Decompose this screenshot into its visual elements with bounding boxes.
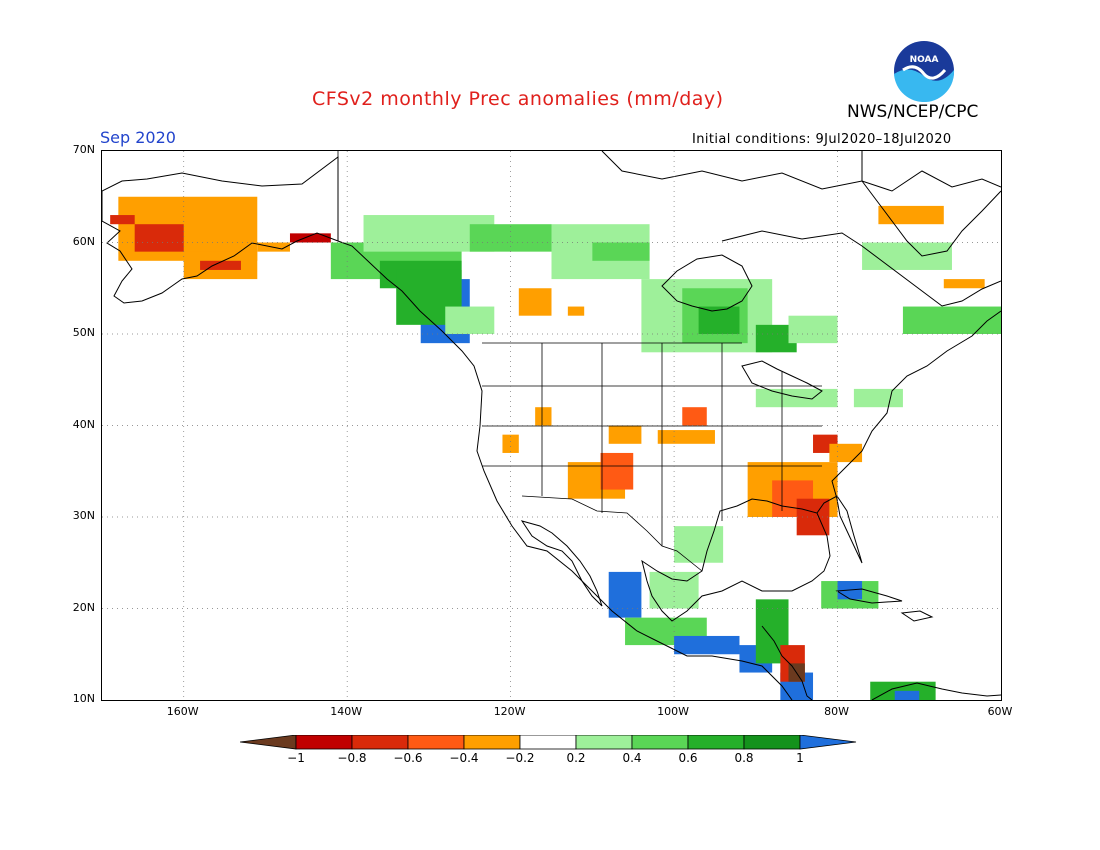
anomaly-cell bbox=[674, 635, 740, 655]
anomaly-cell bbox=[755, 388, 838, 408]
anomaly-cell bbox=[134, 224, 184, 252]
initial-conditions-label: Initial conditions: 9Jul2020–18Jul2020 bbox=[692, 132, 952, 147]
legend-swatch bbox=[687, 735, 745, 750]
anomaly-cell bbox=[445, 306, 495, 334]
anomaly-cell bbox=[943, 279, 985, 289]
anomaly-cell bbox=[608, 571, 642, 618]
latitude-label: 30N bbox=[72, 509, 95, 522]
anomaly-cell bbox=[951, 306, 1001, 334]
legend-swatch-below-min bbox=[240, 735, 297, 750]
latitude-label: 50N bbox=[72, 326, 95, 339]
color-legend-bar bbox=[240, 735, 857, 750]
legend-swatch bbox=[351, 735, 409, 750]
legend-tick-label: 0.4 bbox=[622, 751, 642, 765]
longitude-label: 60W bbox=[987, 705, 1013, 718]
anomaly-cell bbox=[894, 690, 920, 700]
anomaly-cell bbox=[608, 425, 642, 444]
latitude-label: 20N bbox=[72, 600, 95, 614]
anomaly-cell bbox=[853, 388, 903, 408]
anomaly-cell bbox=[649, 571, 699, 609]
noaa-logo: NOAA bbox=[894, 41, 955, 102]
anomaly-cell bbox=[862, 242, 952, 270]
anomaly-cell bbox=[592, 242, 650, 261]
anomaly-cell bbox=[674, 526, 724, 563]
anomaly-cell bbox=[289, 233, 331, 243]
anomaly-cell bbox=[657, 430, 715, 444]
chart-title: CFSv2 monthly Prec anomalies (mm/day) bbox=[312, 88, 724, 110]
anomaly-cell bbox=[518, 288, 552, 316]
legend-swatch bbox=[575, 735, 633, 750]
legend-swatch bbox=[743, 735, 801, 750]
coastlines bbox=[102, 151, 1001, 700]
anomaly-cell bbox=[502, 434, 519, 453]
legend-swatch bbox=[295, 735, 353, 750]
anomaly-cell bbox=[682, 407, 707, 426]
anomaly-cell bbox=[698, 306, 740, 334]
legend-tick-label: 1 bbox=[796, 751, 804, 765]
anomaly-cells bbox=[110, 196, 1001, 700]
longitude-label: 140W bbox=[330, 705, 363, 718]
precip-anomaly-map bbox=[102, 151, 1001, 700]
latitude-label: 10N bbox=[72, 692, 95, 705]
agency-label: NWS/NCEP/CPC bbox=[847, 102, 979, 122]
longitude-label: 160W bbox=[166, 705, 199, 718]
longitude-label: 80W bbox=[824, 705, 849, 718]
anomaly-cell bbox=[567, 306, 585, 316]
longitude-label: 100W bbox=[657, 705, 690, 718]
anomaly-cell bbox=[110, 215, 135, 225]
political-borders bbox=[337, 151, 822, 572]
legend-tick-label: 0.8 bbox=[734, 751, 754, 765]
legend-swatch bbox=[631, 735, 689, 750]
noaa-logo-text: NOAA bbox=[910, 55, 939, 65]
forecast-month-label: Sep 2020 bbox=[100, 128, 176, 147]
legend-swatch-above-max bbox=[799, 735, 857, 750]
map-frame bbox=[101, 150, 1002, 701]
legend-tick-label: 0.2 bbox=[566, 751, 586, 765]
legend-swatch bbox=[407, 735, 465, 750]
legend-tick-label: −0.4 bbox=[449, 751, 479, 765]
anomaly-cell bbox=[600, 452, 634, 490]
legend-swatch bbox=[519, 735, 577, 750]
anomaly-cell bbox=[200, 260, 241, 270]
latitude-label: 70N bbox=[72, 143, 95, 156]
anomaly-cell bbox=[469, 224, 552, 252]
legend-swatch bbox=[463, 735, 521, 750]
legend-tick-label: −1 bbox=[287, 751, 305, 765]
legend-tick-label: 0.6 bbox=[678, 751, 698, 765]
longitude-label: 120W bbox=[493, 705, 526, 718]
anomaly-cell bbox=[788, 315, 838, 344]
latitude-label: 40N bbox=[72, 417, 95, 431]
anomaly-cell bbox=[535, 407, 552, 426]
latitude-label: 60N bbox=[72, 234, 95, 248]
legend-tick-label: −0.2 bbox=[505, 751, 535, 765]
legend-tick-label: −0.6 bbox=[393, 751, 423, 765]
legend-tick-label: −0.8 bbox=[337, 751, 367, 765]
anomaly-cell bbox=[878, 205, 944, 225]
anomaly-cell bbox=[829, 443, 863, 463]
